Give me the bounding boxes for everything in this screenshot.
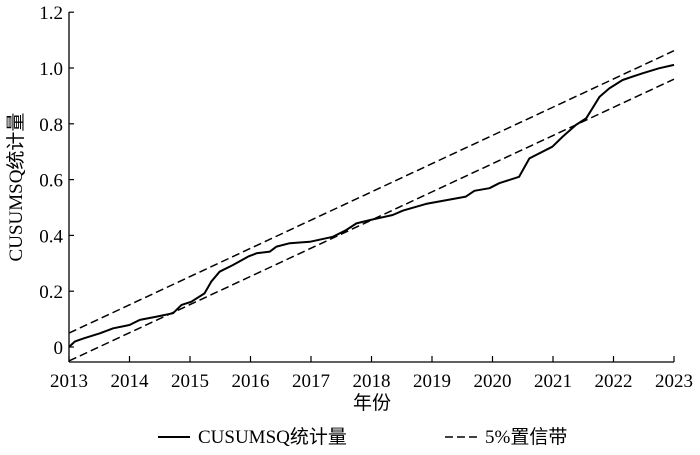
- y-tick-label: 1.2: [39, 3, 63, 24]
- x-tick-label: 2023: [655, 371, 693, 392]
- x-tick-label: 2022: [595, 371, 633, 392]
- legend: CUSUMSQ统计量 5%置信带: [158, 426, 567, 448]
- x-tick-label: 2014: [111, 371, 150, 392]
- x-tick-label: 2016: [232, 371, 270, 392]
- plot-area: 0 0.2 0.4 0.6 0.8 1.0 1.2 2013 2014 2015 2016 2017 2…: [39, 3, 693, 392]
- legend-label-confidence-band: 5%置信带: [485, 426, 567, 448]
- x-tick-label: 2013: [50, 371, 88, 392]
- confidence-band-upper-line: [68, 50, 675, 334]
- x-tick-label: 2017: [292, 371, 330, 392]
- y-tick-label: 0.2: [39, 282, 63, 303]
- y-tick-label: 0.8: [39, 115, 63, 136]
- y-tick-label: 0.4: [39, 226, 63, 247]
- x-tick-label: 2021: [534, 371, 572, 392]
- x-tick-label: 2015: [171, 371, 209, 392]
- y-tick-label: 0.6: [39, 171, 63, 192]
- x-tick-label: 2019: [413, 371, 451, 392]
- x-tick-label: 2018: [353, 371, 391, 392]
- cusumsq-series-line: [68, 63, 675, 348]
- x-axis-label: 年份: [353, 392, 391, 414]
- x-tick-label: 2020: [474, 371, 512, 392]
- y-tick-label: 1.0: [39, 59, 63, 80]
- y-axis-label: CUSUMSQ统计量: [5, 113, 27, 262]
- y-tick-label: 0: [54, 338, 64, 359]
- legend-label-cusumsq: CUSUMSQ统计量: [198, 426, 347, 448]
